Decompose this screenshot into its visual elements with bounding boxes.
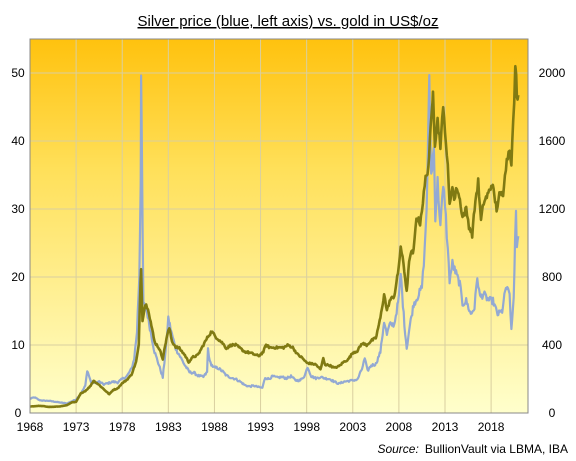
y-left-tick-label: 30 bbox=[11, 202, 25, 216]
y-right-tick-label: 2000 bbox=[539, 66, 566, 80]
x-tick-label: 1973 bbox=[63, 420, 90, 434]
source-label: Source: bbox=[377, 442, 418, 456]
y-right-tick-label: 800 bbox=[542, 270, 562, 284]
y-left-tick-label: 0 bbox=[15, 406, 22, 420]
x-tick-label: 1978 bbox=[109, 420, 136, 434]
x-tick-label: 1988 bbox=[201, 420, 228, 434]
y-right-tick-label: 0 bbox=[549, 406, 556, 420]
series-lines bbox=[29, 64, 520, 409]
chart-title: Silver price (blue, left axis) vs. gold … bbox=[138, 13, 439, 30]
x-tick-label: 1983 bbox=[155, 420, 182, 434]
plot-background bbox=[30, 39, 528, 413]
x-tick-label: 1968 bbox=[17, 420, 44, 434]
x-tick-label: 2013 bbox=[432, 420, 459, 434]
x-tick-label: 1998 bbox=[293, 420, 320, 434]
y-right-tick-label: 1600 bbox=[539, 134, 566, 148]
silver-price-line bbox=[29, 74, 520, 405]
source-note: Source: BullionVault via LBMA, IBA bbox=[377, 442, 568, 456]
y-left-tick-label: 50 bbox=[11, 66, 25, 80]
y-left-tick-label: 20 bbox=[11, 270, 25, 284]
y-right-tick-label: 400 bbox=[542, 338, 562, 352]
y-left-tick-label: 40 bbox=[11, 134, 25, 148]
source-text: BullionVault via LBMA, IBA bbox=[425, 442, 568, 456]
x-tick-label: 2018 bbox=[478, 420, 505, 434]
x-axis: 1968 1973 1978 1983 1988 1993 1998 2003 2008 2013… bbox=[17, 420, 505, 434]
x-tick-label: 2008 bbox=[386, 420, 413, 434]
y-axis-left: 0 10 20 30 40 50 bbox=[11, 66, 25, 420]
y-right-tick-label: 1200 bbox=[539, 202, 566, 216]
y-left-tick-label: 10 bbox=[11, 338, 25, 352]
y-axis-right: 0 400 800 1200 1600 2000 bbox=[539, 66, 566, 420]
x-tick-label: 2003 bbox=[339, 420, 366, 434]
gold-price-line bbox=[29, 64, 520, 409]
plot-frame bbox=[29, 38, 529, 414]
x-tick-label: 1993 bbox=[247, 420, 274, 434]
